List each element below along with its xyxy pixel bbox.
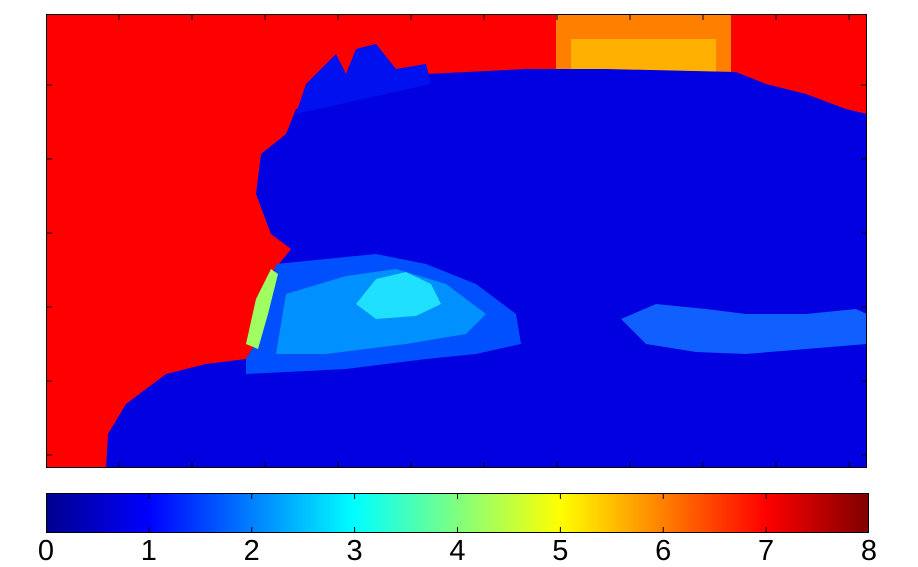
colorbar-tick-label: 3 [346,535,363,567]
heatmap-image [46,14,867,468]
colorbar-tick-label: 5 [552,535,569,567]
heatmap-region-object-top-detail [296,44,431,114]
colorbar-gradient [46,493,869,533]
heatmap-axis-frame [46,14,867,468]
heatmap-region-cyan-highlight [356,272,441,319]
heatmap-region-right-patch [621,304,867,354]
colorbar-ticks [148,493,767,533]
colorbar [46,493,869,533]
colorbar-tick-label: 0 [37,535,55,567]
colorbar-tick-label: 6 [655,535,672,567]
colorbar-tick-label: 2 [243,535,260,567]
heatmap-ticks [46,14,867,468]
heatmap-region-left-edge [246,269,278,349]
colorbar-tick-label: 1 [140,535,157,567]
colorbar-tick-label: 8 [860,535,878,567]
colorbar-tick-label: 7 [758,535,775,567]
colorbar-tick-label: 4 [449,535,466,567]
